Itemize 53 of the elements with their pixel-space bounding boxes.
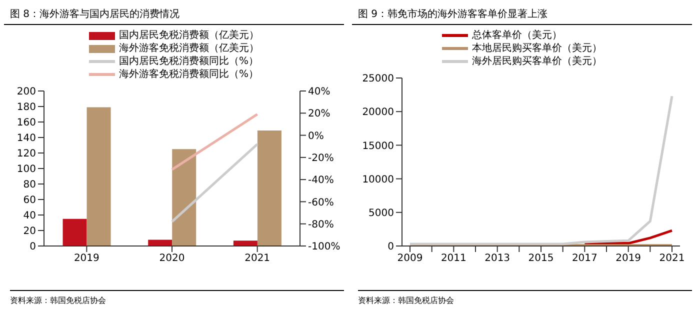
bar [62,218,87,246]
x-tick-label: 2020 [159,253,185,264]
y-tick-label: 140 [16,133,36,144]
legend-label: 海外居民购买客单价（美元） [472,55,602,68]
x-tick-label: 2017 [572,253,598,264]
legend-label: 国内居民免税消费额同比（%） [119,55,259,68]
y-tick-label: 60 [23,195,36,206]
x-tick-label: 2021 [244,253,270,264]
y2-tick-label: -80% [308,219,334,230]
y-tick-label: 80 [23,180,36,191]
legend-label: 本地居民购买客单价（美元） [472,42,602,55]
y-tick-label: 120 [16,148,36,160]
y-tick-label: 10000 [362,174,394,186]
text: 资料来源：韩国免税店协会 [358,296,454,305]
y-tick-label: 160 [16,118,36,129]
x-tick-label: 2019 [616,253,642,264]
x-tick-label: 2013 [484,253,510,264]
y-tick-label: 100 [16,164,36,176]
y-tick-label: 180 [16,102,36,114]
y2-tick-label: 0% [308,130,324,142]
legend-label: 海外游客免税消费额（亿美元） [119,42,259,55]
bar [86,107,111,246]
y-tick-label: 25000 [362,74,394,85]
x-tick-label: 2015 [528,253,554,264]
chart-title: 图 9：韩免市场的海外游客客单价显著上涨 [352,4,692,25]
y2-tick-label: 40% [308,86,330,98]
x-tick-label: 2019 [74,253,100,264]
x-tick-label: 2011 [440,253,466,264]
line-series [583,229,674,246]
y-tick-label: 15000 [362,140,394,152]
x-tick-label: 2021 [659,253,685,264]
y2-tick-label: 20% [308,108,330,120]
y2-tick-label: -40% [308,175,334,186]
y2-tick-label: -100% [308,242,340,253]
y-tick-label: 20 [23,226,36,238]
y-tick-label: 0 [388,242,394,253]
bar [257,130,282,246]
y2-tick-label: -60% [308,197,334,208]
chart-title: 图 8：海外游客与国内居民的消费情况 [4,4,344,25]
y-tick-label: 20000 [362,107,394,118]
y-tick-label: 40 [23,210,36,222]
legend-label: 海外游客免税消费额同比（%） [119,68,259,81]
y-tick-label: 0 [30,242,36,253]
line-series [408,94,674,246]
y2-tick-label: -20% [308,152,334,164]
legend-label: 总体客单价（美元） [472,29,562,42]
y-tick-label: 5000 [368,208,394,219]
x-tick-label: 2009 [397,253,423,264]
y-tick-label: 200 [16,86,36,98]
bar [172,149,196,246]
bar [233,240,258,246]
legend-label: 国内居民免税消费额（亿美元） [119,29,259,42]
text: 资料来源：韩国免税店协会 [10,296,106,305]
